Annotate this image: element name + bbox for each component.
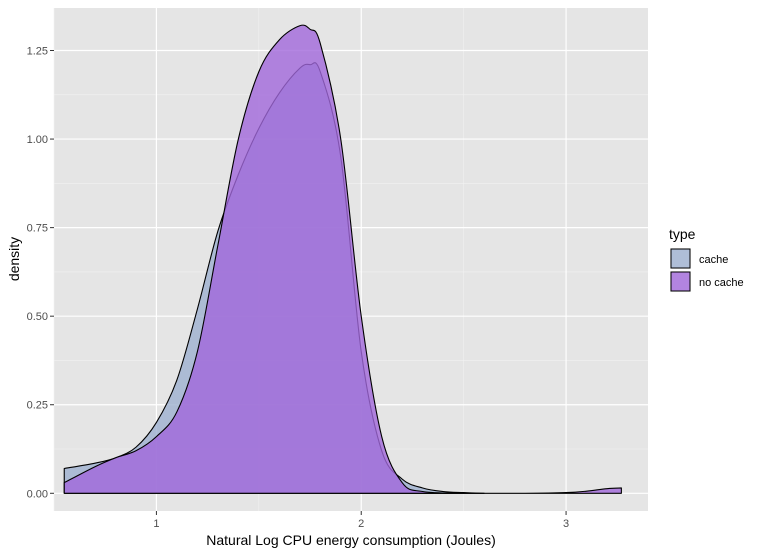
y-tick-label: 0.25 (27, 400, 48, 412)
x-tick-label: 1 (153, 518, 159, 530)
legend-items: cache no cache (670, 248, 744, 292)
x-axis-title: Natural Log CPU energy consumption (Joul… (206, 532, 495, 548)
x-tick-label: 2 (358, 518, 364, 530)
x-axis: 1 2 3 (153, 511, 569, 530)
y-axis-title: density (6, 237, 22, 281)
legend: type cache no cache (669, 226, 744, 292)
legend-label: cache (699, 254, 728, 266)
y-tick-label: 0.75 (27, 223, 48, 235)
y-tick-label: 1.00 (27, 134, 48, 146)
legend-title: type (669, 226, 696, 242)
y-tick-label: 0.00 (27, 488, 48, 500)
legend-swatch-no-cache (670, 271, 691, 292)
y-axis: 0.00 0.25 0.50 0.75 1.00 1.25 (27, 46, 54, 500)
y-tick-label: 0.50 (27, 311, 48, 323)
y-tick-label: 1.25 (27, 46, 48, 58)
legend-label: no cache (699, 277, 744, 289)
density-area-no-cache (63, 24, 622, 494)
legend-swatch-cache (670, 248, 691, 269)
x-tick-label: 3 (563, 518, 569, 530)
density-areas (63, 24, 622, 494)
